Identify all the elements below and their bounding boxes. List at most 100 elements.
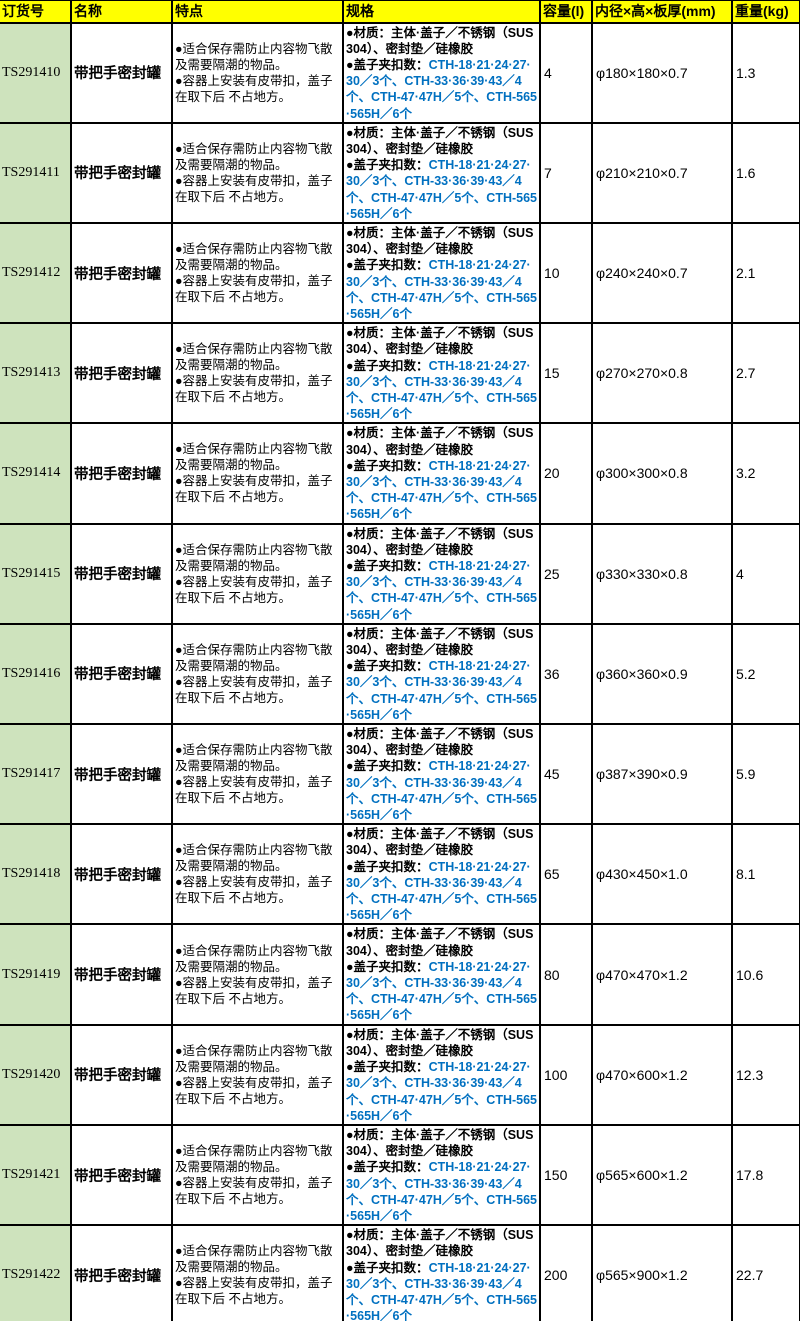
spec-clip-codes: CTH-18·21·24·27·30／3个、CTH-33·36·39·43／4个… — [346, 1260, 538, 1321]
cell-weight: 22.7 — [731, 1224, 800, 1321]
spec-material: ●材质：主体·盖子／不锈钢（SUS304）、密封垫／硅橡胶 — [346, 1027, 534, 1058]
spec-clip-codes: CTH-18·21·24·27·30／3个、CTH-33·36·39·43／4个… — [346, 759, 538, 823]
cell-dimensions: φ210×210×0.7 — [591, 121, 733, 224]
cell-order-id: TS291417 — [0, 723, 72, 826]
cell-capacity: 25 — [539, 522, 593, 625]
cell-dimensions: φ470×600×1.2 — [591, 1023, 733, 1126]
cell-dimensions: φ240×240×0.7 — [591, 221, 733, 325]
cell-weight: 8.1 — [731, 823, 800, 926]
feature-item: ●适合保存需防止内容物飞散及需要隔潮的物品。 — [175, 743, 333, 774]
feature-item: ●适合保存需防止内容物飞散及需要隔潮的物品。 — [175, 442, 333, 473]
spec-clips: ●盖子夹扣数：CTH-18·21·24·27·30／3个、CTH-33·36·3… — [346, 1260, 537, 1321]
cell-features: ●适合保存需防止内容物飞散及需要隔潮的物品。 ●容器上安装有皮带扣，盖子在取下后… — [171, 1123, 344, 1227]
spec-material: ●材质：主体·盖子／不锈钢（SUS304）、密封垫／硅橡胶 — [346, 927, 534, 958]
feature-item: ●容器上安装有皮带扣，盖子在取下后 不占地方。 — [175, 875, 333, 906]
cell-capacity: 4 — [539, 21, 593, 124]
cell-product-name: 带把手密封罐 — [70, 522, 173, 625]
spec-clip-label: ●盖子夹扣数： — [346, 158, 429, 173]
feature-item: ●容器上安装有皮带扣，盖子在取下后 不占地方。 — [175, 274, 333, 305]
cell-order-id: TS291410 — [0, 21, 72, 124]
table-row: TS291411 带把手密封罐 ●适合保存需防止内容物飞散及需要隔潮的物品。 ●… — [0, 121, 800, 224]
spec-material: ●材质：主体·盖子／不锈钢（SUS304）、密封垫／硅橡胶 — [346, 626, 534, 658]
spec-material: ●材质：主体·盖子／不锈钢（SUS304）、密封垫／硅橡胶 — [346, 727, 534, 758]
cell-weight: 10.6 — [731, 923, 800, 1026]
spec-clip-label: ●盖子夹扣数： — [346, 959, 429, 974]
feature-item: ●容器上安装有皮带扣，盖子在取下后 不占地方。 — [175, 73, 333, 104]
spec-material: ●材质：主体·盖子／不锈钢（SUS304）、密封垫／硅橡胶 — [346, 827, 534, 858]
table-row: TS291421 带把手密封罐 ●适合保存需防止内容物飞散及需要隔潮的物品。 ●… — [0, 1123, 800, 1227]
spec-clip-label: ●盖子夹扣数： — [346, 358, 429, 373]
cell-capacity: 100 — [539, 1023, 593, 1126]
cell-order-id: TS291420 — [0, 1023, 72, 1126]
cell-capacity: 65 — [539, 823, 593, 926]
cell-order-id: TS291419 — [0, 923, 72, 1026]
cell-features: ●适合保存需防止内容物飞散及需要隔潮的物品。 ●容器上安装有皮带扣，盖子在取下后… — [171, 322, 344, 425]
cell-spec: ●材质：主体·盖子／不锈钢（SUS304）、密封垫／硅橡胶 ●盖子夹扣数：CTH… — [342, 422, 541, 525]
cell-features: ●适合保存需防止内容物飞散及需要隔潮的物品。 ●容器上安装有皮带扣，盖子在取下后… — [171, 622, 344, 726]
cell-capacity: 10 — [539, 221, 593, 325]
cell-order-id: TS291411 — [0, 121, 72, 224]
cell-dimensions: φ180×180×0.7 — [591, 21, 733, 124]
cell-dimensions: φ430×450×1.0 — [591, 823, 733, 926]
spec-clip-label: ●盖子夹扣数： — [346, 1060, 429, 1075]
spec-material: ●材质：主体·盖子／不锈钢（SUS304）、密封垫／硅橡胶 — [346, 25, 534, 56]
cell-features: ●适合保存需防止内容物飞散及需要隔潮的物品。 ●容器上安装有皮带扣，盖子在取下后… — [171, 723, 344, 826]
feature-item: ●适合保存需防止内容物飞散及需要隔潮的物品。 — [175, 242, 333, 273]
cell-product-name: 带把手密封罐 — [70, 823, 173, 926]
cell-weight: 3.2 — [731, 422, 800, 525]
cell-product-name: 带把手密封罐 — [70, 21, 173, 124]
cell-capacity: 36 — [539, 622, 593, 726]
feature-item: ●容器上安装有皮带扣，盖子在取下后 不占地方。 — [175, 1276, 333, 1307]
spec-clip-label: ●盖子夹扣数： — [346, 759, 429, 774]
cell-dimensions: φ565×600×1.2 — [591, 1123, 733, 1227]
cell-order-id: TS291413 — [0, 322, 72, 425]
cell-product-name: 带把手密封罐 — [70, 322, 173, 425]
cell-features: ●适合保存需防止内容物飞散及需要隔潮的物品。 ●容器上安装有皮带扣，盖子在取下后… — [171, 221, 344, 325]
cell-dimensions: φ270×270×0.8 — [591, 322, 733, 425]
spec-clips: ●盖子夹扣数：CTH-18·21·24·27·30／3个、CTH-33·36·3… — [346, 358, 538, 422]
cell-spec: ●材质：主体·盖子／不锈钢（SUS304）、密封垫／硅橡胶 ●盖子夹扣数：CTH… — [342, 522, 541, 625]
feature-item: ●适合保存需防止内容物飞散及需要隔潮的物品。 — [175, 141, 333, 172]
feature-item: ●容器上安装有皮带扣，盖子在取下后 不占地方。 — [175, 975, 333, 1006]
feature-item: ●容器上安装有皮带扣，盖子在取下后 不占地方。 — [175, 173, 333, 204]
cell-product-name: 带把手密封罐 — [70, 221, 173, 325]
cell-spec: ●材质：主体·盖子／不锈钢（SUS304）、密封垫／硅橡胶 ●盖子夹扣数：CTH… — [342, 723, 541, 826]
table-row: TS291415 带把手密封罐 ●适合保存需防止内容物飞散及需要隔潮的物品。 ●… — [0, 522, 800, 625]
feature-item: ●容器上安装有皮带扣，盖子在取下后 不占地方。 — [175, 775, 333, 806]
spec-clip-codes: CTH-18·21·24·27·30／3个、CTH-33·36·39·43／4个… — [346, 458, 538, 522]
feature-item: ●适合保存需防止内容物飞散及需要隔潮的物品。 — [175, 342, 333, 373]
cell-spec: ●材质：主体·盖子／不锈钢（SUS304）、密封垫／硅橡胶 ●盖子夹扣数：CTH… — [342, 221, 541, 325]
spec-clip-codes: CTH-18·21·24·27·30／3个、CTH-33·36·39·43／4个… — [346, 1060, 538, 1123]
col-header-features: 特点 — [171, 0, 344, 24]
cell-features: ●适合保存需防止内容物飞散及需要隔潮的物品。 ●容器上安装有皮带扣，盖子在取下后… — [171, 923, 344, 1026]
spec-clips: ●盖子夹扣数：CTH-18·21·24·27·30／3个、CTH-33·36·3… — [346, 758, 538, 823]
cell-spec: ●材质：主体·盖子／不锈钢（SUS304）、密封垫／硅橡胶 ●盖子夹扣数：CTH… — [342, 121, 541, 224]
spec-clip-label: ●盖子夹扣数： — [346, 1260, 429, 1275]
cell-order-id: TS291421 — [0, 1123, 72, 1227]
spec-clip-codes: CTH-18·21·24·27·30／3个、CTH-33·36·39·43／4个… — [346, 358, 538, 422]
feature-item: ●适合保存需防止内容物飞散及需要隔潮的物品。 — [175, 1043, 333, 1074]
spec-clip-codes: CTH-18·21·24·27·30／3个、CTH-33·36·39·43／4个… — [346, 559, 538, 622]
spec-clips: ●盖子夹扣数：CTH-18·21·24·27·30／3个、CTH-33·36·3… — [346, 157, 538, 221]
spec-clip-codes: CTH-18·21·24·27·30／3个、CTH-33·36·39·43／4个… — [346, 158, 538, 221]
cell-features: ●适合保存需防止内容物飞散及需要隔潮的物品。 ●容器上安装有皮带扣，盖子在取下后… — [171, 121, 344, 224]
spec-clip-codes: CTH-18·21·24·27·30／3个、CTH-33·36·39·43／4个… — [346, 57, 538, 121]
cell-product-name: 带把手密封罐 — [70, 622, 173, 726]
cell-spec: ●材质：主体·盖子／不锈钢（SUS304）、密封垫／硅橡胶 ●盖子夹扣数：CTH… — [342, 322, 541, 425]
table-row: TS291412 带把手密封罐 ●适合保存需防止内容物飞散及需要隔潮的物品。 ●… — [0, 221, 800, 325]
spec-clip-label: ●盖子夹扣数： — [346, 258, 429, 273]
col-header-capacity: 容量(l) — [539, 0, 593, 24]
cell-spec: ●材质：主体·盖子／不锈钢（SUS304）、密封垫／硅橡胶 ●盖子夹扣数：CTH… — [342, 1123, 541, 1227]
spec-clip-codes: CTH-18·21·24·27·30／3个、CTH-33·36·39·43／4个… — [346, 959, 538, 1023]
cell-spec: ●材质：主体·盖子／不锈钢（SUS304）、密封垫／硅橡胶 ●盖子夹扣数：CTH… — [342, 923, 541, 1026]
feature-item: ●适合保存需防止内容物飞散及需要隔潮的物品。 — [175, 943, 333, 974]
cell-weight: 2.7 — [731, 322, 800, 425]
cell-dimensions: φ387×390×0.9 — [591, 723, 733, 826]
spec-clip-label: ●盖子夹扣数： — [346, 458, 429, 473]
table-row: TS291414 带把手密封罐 ●适合保存需防止内容物飞散及需要隔潮的物品。 ●… — [0, 422, 800, 525]
spec-clips: ●盖子夹扣数：CTH-18·21·24·27·30／3个、CTH-33·36·3… — [346, 859, 537, 923]
cell-capacity: 45 — [539, 723, 593, 826]
spec-clips: ●盖子夹扣数：CTH-18·21·24·27·30／3个、CTH-33·36·3… — [346, 1159, 537, 1223]
cell-order-id: TS291416 — [0, 622, 72, 726]
